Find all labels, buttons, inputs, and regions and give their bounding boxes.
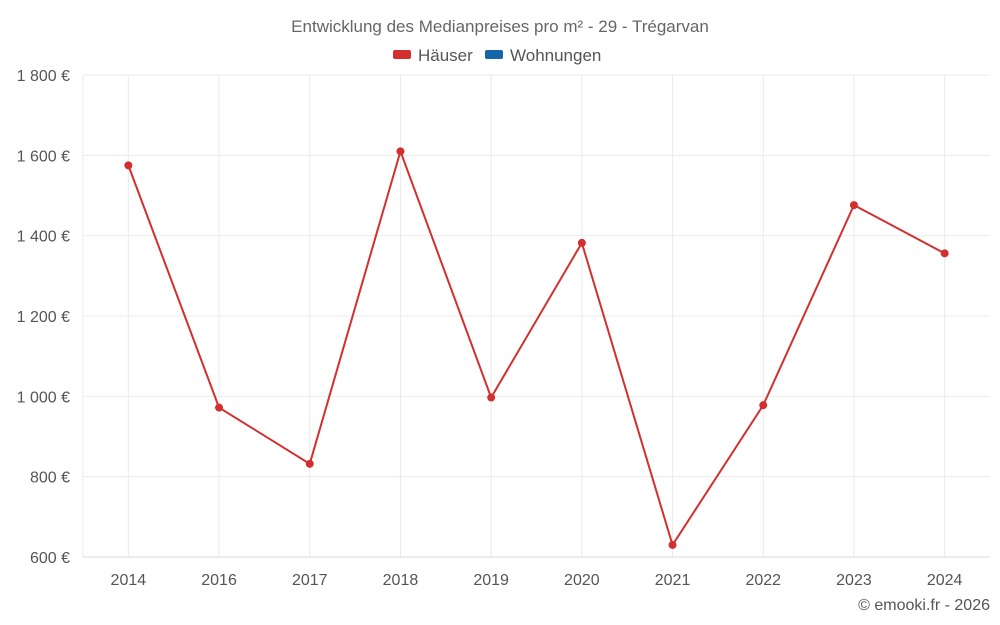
y-tick-label: 1 400 €	[17, 229, 70, 246]
data-point-2022[interactable]	[759, 401, 768, 410]
data-point-2016[interactable]	[215, 403, 224, 412]
x-tick-label: 2023	[836, 572, 872, 589]
legend-swatch-haeuser	[393, 50, 411, 59]
data-point-2019[interactable]	[487, 393, 496, 402]
data-point-2020[interactable]	[577, 238, 586, 247]
legend: Häuser Wohnungen	[393, 46, 601, 65]
y-tick-label: 1 600 €	[17, 148, 70, 165]
y-tick-label: 600 €	[30, 550, 70, 567]
y-tick-label: 800 €	[30, 470, 70, 487]
x-tick-label: 2014	[111, 572, 147, 589]
data-point-2023[interactable]	[849, 201, 858, 210]
x-tick-label: 2016	[201, 572, 237, 589]
x-tick-label: 2019	[473, 572, 509, 589]
data-point-2024[interactable]	[940, 249, 949, 258]
series-haeuser	[124, 147, 949, 549]
x-tick-label: 2018	[383, 572, 419, 589]
y-tick-label: 1 200 €	[17, 309, 70, 326]
x-tick-label: 2021	[655, 572, 691, 589]
series-line-haeuser	[127, 148, 946, 548]
data-point-2018[interactable]	[396, 147, 405, 156]
chart-title: Entwicklung des Medianpreises pro m² - 2…	[291, 17, 709, 36]
data-point-2017[interactable]	[305, 459, 314, 468]
x-gridlines	[82, 75, 946, 557]
legend-label-haeuser: Häuser	[418, 46, 473, 65]
x-tick-label: 2020	[564, 572, 600, 589]
legend-item-haeuser[interactable]: Häuser	[393, 46, 473, 65]
x-axis-ticks: 2014 2016 2017 2018 2019 2020 2021 2022 2023 2024	[111, 572, 963, 589]
legend-label-wohnungen: Wohnungen	[510, 46, 601, 65]
legend-item-wohnungen[interactable]: Wohnungen	[485, 46, 601, 65]
y-tick-label: 1 800 €	[17, 68, 70, 85]
data-point-2014[interactable]	[124, 161, 133, 170]
x-tick-label: 2022	[745, 572, 781, 589]
credit-text: © emooki.fr - 2026	[858, 597, 990, 614]
y-gridlines	[83, 74, 990, 478]
x-tick-label: 2024	[927, 572, 963, 589]
y-tick-label: 1 000 €	[17, 389, 70, 406]
legend-swatch-wohnungen	[485, 50, 503, 59]
y-axis-ticks: 600 € 800 € 1 000 € 1 200 € 1 400 € 1 600 € 1 …	[17, 68, 70, 567]
x-tick-label: 2017	[292, 572, 328, 589]
data-point-2021[interactable]	[668, 540, 677, 549]
